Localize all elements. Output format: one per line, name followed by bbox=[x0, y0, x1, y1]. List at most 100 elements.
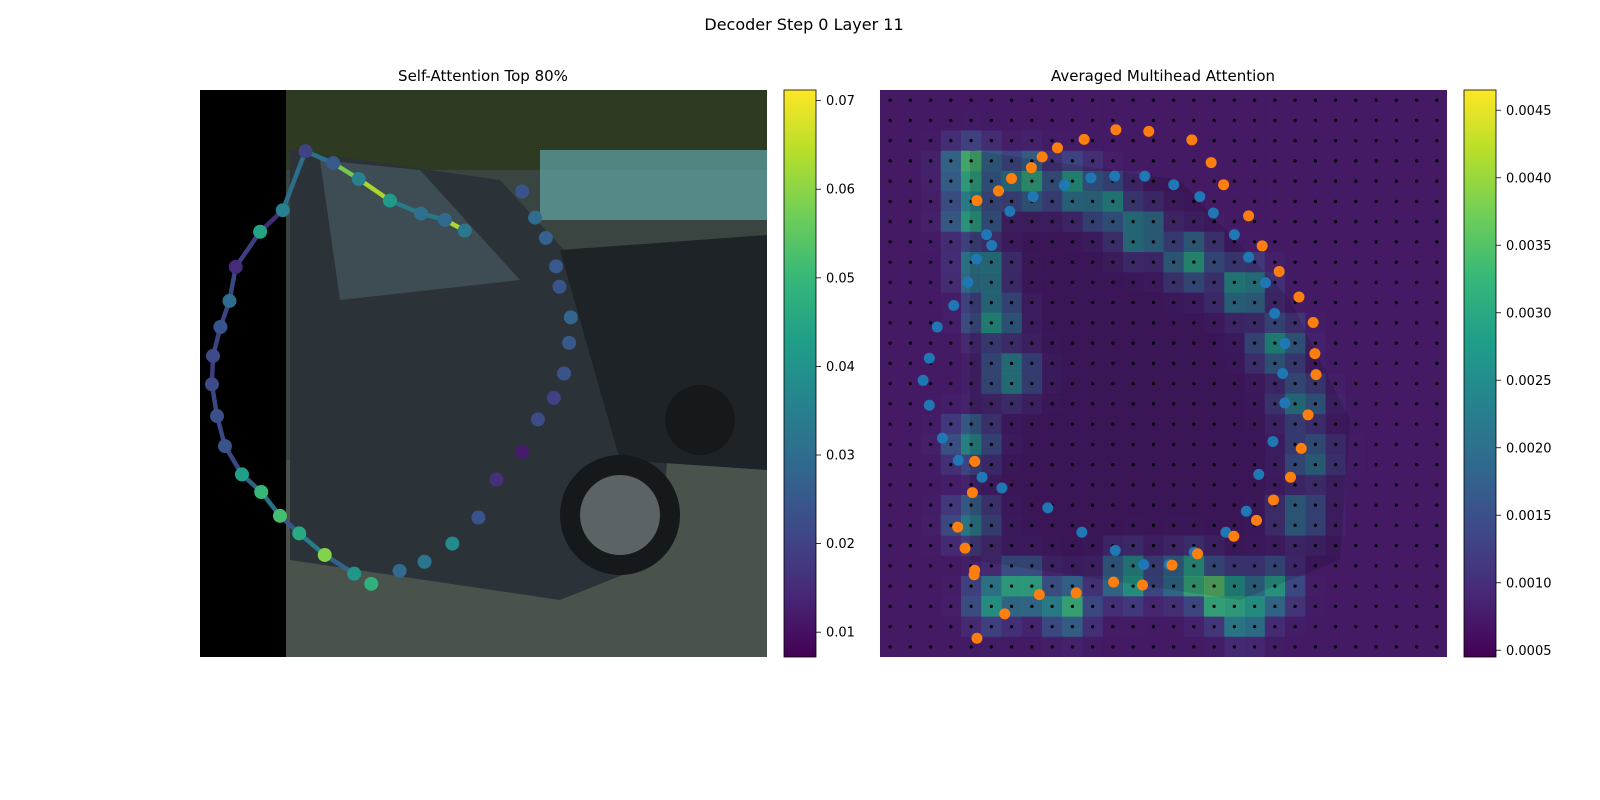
grid-dot bbox=[1172, 301, 1176, 305]
blue-point-28 bbox=[996, 482, 1008, 494]
grid-dot bbox=[989, 280, 993, 284]
grid-dot bbox=[1131, 139, 1135, 143]
grid-dot bbox=[1313, 139, 1317, 143]
right-colorbar-tick-label-5: 0.0030 bbox=[1506, 306, 1552, 321]
grid-dot bbox=[1253, 382, 1257, 386]
grid-dot bbox=[1212, 402, 1216, 406]
grid-dot bbox=[1313, 301, 1317, 305]
grid-dot bbox=[908, 361, 912, 365]
left-colorbar bbox=[783, 89, 817, 658]
grid-dot bbox=[949, 321, 953, 325]
grid-dot bbox=[1435, 402, 1439, 406]
grid-dot bbox=[1394, 179, 1398, 183]
orange-point-30 bbox=[1033, 589, 1045, 601]
grid-dot bbox=[1293, 118, 1297, 122]
grid-dot bbox=[1313, 341, 1317, 345]
self-attention-points bbox=[204, 144, 578, 591]
grid-dot bbox=[929, 321, 933, 325]
grid-dot bbox=[1394, 483, 1398, 487]
grid-dot bbox=[1151, 139, 1155, 143]
grid-dot bbox=[1192, 260, 1196, 264]
grid-dot bbox=[1070, 382, 1074, 386]
grid-dot bbox=[1374, 240, 1378, 244]
grid-dot bbox=[1374, 503, 1378, 507]
grid-dot bbox=[1435, 220, 1439, 224]
grid-dot bbox=[1415, 220, 1419, 224]
grid-dot bbox=[1070, 564, 1074, 568]
grid-dot bbox=[1354, 159, 1358, 163]
grid-dot bbox=[1293, 442, 1297, 446]
grid-dot bbox=[969, 645, 973, 649]
grid-dot bbox=[908, 118, 912, 122]
grid-dot bbox=[1253, 159, 1257, 163]
grid-dot bbox=[949, 402, 953, 406]
grid-dot bbox=[1172, 260, 1176, 264]
grid-dot bbox=[1313, 584, 1317, 588]
grid-dot bbox=[1293, 139, 1297, 143]
grid-dot bbox=[1091, 280, 1095, 284]
grid-dot bbox=[1415, 139, 1419, 143]
grid-dot bbox=[929, 503, 933, 507]
grid-dot bbox=[1172, 280, 1176, 284]
grid-dot bbox=[1131, 361, 1135, 365]
grid-dot bbox=[1435, 280, 1439, 284]
grid-dot bbox=[1172, 220, 1176, 224]
grid-dot bbox=[1313, 483, 1317, 487]
grid-dot bbox=[1212, 199, 1216, 203]
attention-point-26 bbox=[471, 510, 486, 525]
grid-dot bbox=[908, 645, 912, 649]
left-colorbar-tick-label-1: 0.02 bbox=[826, 537, 855, 552]
grid-dot bbox=[929, 584, 933, 588]
grid-dot bbox=[908, 301, 912, 305]
attention-point-36 bbox=[538, 230, 553, 245]
grid-dot bbox=[1131, 199, 1135, 203]
orange-point-10 bbox=[1205, 157, 1217, 169]
grid-dot bbox=[1334, 118, 1338, 122]
grid-dot bbox=[1232, 625, 1236, 629]
grid-dot bbox=[1313, 118, 1317, 122]
grid-dot bbox=[1212, 604, 1216, 608]
blue-point-16 bbox=[1277, 368, 1289, 379]
grid-dot bbox=[1050, 463, 1054, 467]
grid-dot bbox=[929, 604, 933, 608]
grid-dot bbox=[1111, 341, 1115, 345]
orange-point-14 bbox=[1273, 265, 1285, 277]
grid-dot bbox=[1313, 463, 1317, 467]
grid-dot bbox=[1010, 422, 1014, 426]
grid-dot bbox=[1050, 422, 1054, 426]
attention-point-5 bbox=[326, 156, 341, 171]
grid-dot bbox=[1415, 402, 1419, 406]
grid-dot bbox=[989, 159, 993, 163]
grid-dot bbox=[1435, 382, 1439, 386]
grid-dot bbox=[1192, 159, 1196, 163]
grid-dot bbox=[969, 584, 973, 588]
grid-dot bbox=[1293, 199, 1297, 203]
grid-dot bbox=[1172, 604, 1176, 608]
grid-dot bbox=[1050, 483, 1054, 487]
left-photo-background bbox=[200, 90, 767, 657]
grid-dot bbox=[1030, 220, 1034, 224]
grid-dot bbox=[1030, 159, 1034, 163]
grid-dot bbox=[1374, 139, 1378, 143]
grid-dot bbox=[1232, 604, 1236, 608]
attention-point-19 bbox=[292, 526, 307, 541]
grid-dot bbox=[1131, 604, 1135, 608]
grid-dot bbox=[1192, 382, 1196, 386]
reference-grid-dots bbox=[888, 98, 1439, 649]
grid-dot bbox=[949, 139, 953, 143]
grid-dot bbox=[1334, 463, 1338, 467]
orange-point-38 bbox=[969, 455, 981, 467]
grid-dot bbox=[1010, 321, 1014, 325]
grid-dot bbox=[1151, 240, 1155, 244]
grid-dot bbox=[1273, 220, 1277, 224]
grid-dot bbox=[1354, 301, 1358, 305]
grid-dot bbox=[1374, 584, 1378, 588]
grid-dot bbox=[1334, 584, 1338, 588]
grid-dot bbox=[1253, 321, 1257, 325]
grid-dot bbox=[969, 361, 973, 365]
grid-dot bbox=[1030, 382, 1034, 386]
grid-dot bbox=[1151, 483, 1155, 487]
grid-dot bbox=[1050, 321, 1054, 325]
grid-dot bbox=[1253, 442, 1257, 446]
grid-dot bbox=[949, 422, 953, 426]
